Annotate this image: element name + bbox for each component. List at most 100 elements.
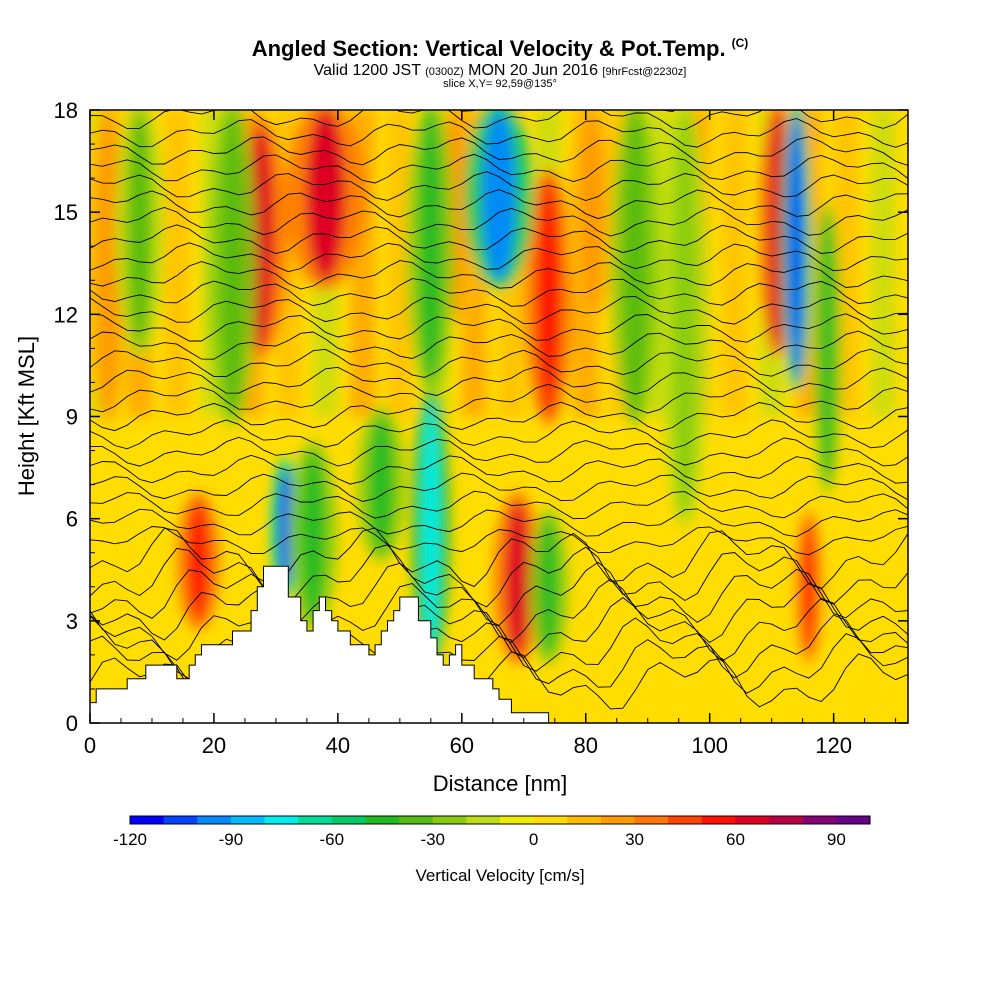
x-tick-label: 120: [815, 733, 852, 758]
pot-temp-contour: [90, 313, 908, 343]
pot-temp-contour: [90, 171, 908, 201]
slice-info: slice X,Y= 92,59@135°: [443, 78, 557, 90]
pot-temp-contour: [90, 508, 908, 538]
colorbar-tick-label: -90: [219, 830, 244, 849]
velocity-field: [90, 110, 908, 723]
pot-temp-contour: [90, 383, 908, 414]
field-blur-layer: [90, 110, 896, 665]
downdraft-band: [672, 110, 698, 519]
pot-temp-contour: [90, 597, 908, 662]
pot-temp-contour: [90, 490, 908, 520]
downdraft-band: [481, 110, 517, 281]
colorbar-tick-label: -60: [320, 830, 345, 849]
colorbar-swatch: [331, 816, 366, 824]
pot-temp-contour: [90, 278, 908, 307]
terrain: [89, 565, 908, 724]
chart-subtitle: Valid 1200 JST (0300Z) MON 20 Jun 2016 […: [0, 62, 1000, 80]
pot-temp-contour: [90, 242, 908, 273]
pot-temp-contour: [90, 118, 908, 148]
valid-date: MON 20 Jun 2016: [468, 62, 598, 79]
downdraft-band: [368, 416, 394, 553]
colorbar-swatch: [264, 816, 299, 824]
colorbar-tick-label: 90: [827, 830, 846, 849]
colorbar-swatch: [466, 816, 501, 824]
valid-time: Valid 1200 JST: [313, 62, 421, 79]
colorbar-swatch: [668, 816, 703, 824]
colorbar-swatch: [600, 816, 636, 824]
colorbar-swatch: [634, 816, 669, 824]
y-tick-label: 9: [66, 405, 78, 430]
pot-temp-contour: [90, 578, 908, 644]
pot-temp-contours: [90, 110, 908, 715]
colorbar-swatch: [298, 816, 333, 824]
pot-temp-contour: [90, 348, 908, 378]
pot-temp-contour: [90, 136, 908, 166]
pot-temp-contour: [90, 110, 908, 131]
chart-title: Angled Section: Vertical Velocity & Pot.…: [0, 36, 1000, 62]
pot-temp-contour: [90, 260, 908, 290]
pot-temp-contour: [90, 224, 908, 254]
y-tick-label: 6: [66, 507, 78, 532]
x-tick-label: 60: [450, 733, 474, 758]
y-tick-label: 15: [54, 200, 78, 225]
pot-temp-contour: [90, 419, 908, 450]
downdraft-band: [220, 110, 245, 417]
updraft-band: [536, 178, 561, 417]
colorbar-swatch: [230, 816, 266, 824]
colorbar-swatch: [533, 816, 568, 824]
colorbar-swatch: [769, 816, 804, 824]
colorbar-swatch: [802, 816, 837, 824]
colorbar-swatch: [567, 816, 602, 824]
downdraft-band: [789, 110, 804, 383]
downdraft-band: [538, 518, 559, 655]
colorbar-tick-label: -30: [420, 830, 445, 849]
title-unit: (C): [731, 36, 749, 50]
colorbar-swatch: [735, 816, 770, 824]
x-tick-label: 80: [574, 733, 598, 758]
pot-temp-contour: [90, 401, 908, 432]
pot-temp-contour: [90, 366, 908, 396]
pot-temp-contour: [90, 544, 908, 608]
texture-band: [164, 110, 190, 417]
updraft-band: [305, 110, 346, 281]
pot-temp-contour: [90, 330, 908, 361]
pot-temp-contour: [90, 454, 908, 485]
y-tick-label: 3: [66, 609, 78, 634]
y-tick-label: 12: [54, 302, 78, 327]
valid-utc: (0300Z): [425, 66, 464, 78]
pot-temp-contour: [90, 472, 908, 502]
colorbar-label: Vertical Velocity [cm/s]: [415, 866, 584, 885]
pot-temp-contour: [90, 436, 908, 467]
colorbar-swatch: [701, 816, 736, 824]
forecast-info: [9hrFcst@2230z]: [602, 66, 687, 78]
texture-band: [870, 110, 896, 417]
colorbar-tick-label: -120: [113, 830, 147, 849]
y-tick-label: 18: [54, 98, 78, 123]
downdraft-band: [820, 212, 835, 485]
pot-temp-contour: [90, 153, 908, 184]
colorbar-swatch: [399, 816, 434, 824]
colorbar-tick-label: 60: [726, 830, 745, 849]
colorbar: -120 -90 -60 -30 0 30 60 90: [113, 815, 871, 849]
colorbar-swatch: [432, 816, 467, 824]
colorbar-swatch: [130, 816, 165, 824]
axes: 0 20 40 60 80 100 120 0 3 6 9 12 15 18: [54, 98, 908, 758]
pot-temp-contour: [90, 525, 908, 556]
x-axis-label: Distance [nm]: [433, 771, 568, 796]
pot-temp-contour: [90, 295, 908, 325]
updraft-band: [96, 110, 121, 417]
colorbar-tick-label: 30: [625, 830, 644, 849]
colorbar-swatch: [163, 816, 198, 824]
pot-temp-contour: [90, 561, 908, 627]
pot-temp-contour: [90, 206, 908, 237]
x-tick-label: 100: [691, 733, 728, 758]
y-tick-label: 0: [66, 711, 78, 736]
downdraft-band: [127, 110, 152, 349]
downdraft-band: [300, 450, 326, 621]
pot-temp-contour: [90, 189, 908, 220]
colorbar-frame: [129, 815, 871, 825]
pot-temp-contour: [114, 110, 677, 112]
x-tick-label: 20: [202, 733, 226, 758]
updraft-band: [801, 518, 817, 655]
